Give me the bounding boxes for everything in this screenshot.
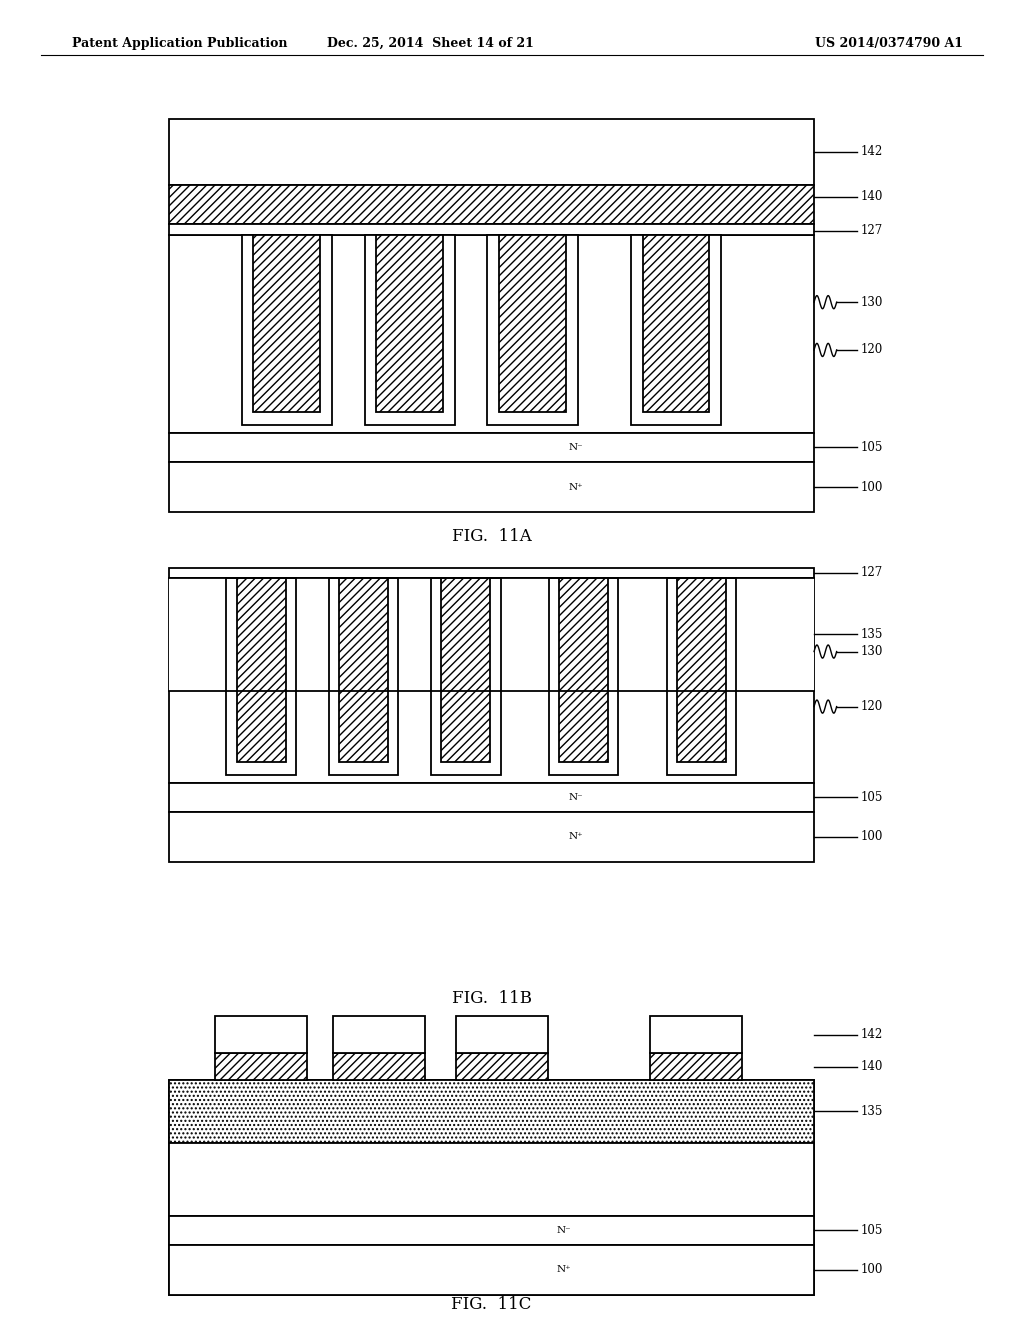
Text: US 2014/0374790 A1: US 2014/0374790 A1 [814, 37, 963, 50]
Bar [333, 1016, 425, 1053]
Bar [242, 235, 332, 425]
Bar [441, 578, 490, 762]
Bar [169, 1080, 814, 1295]
Bar [169, 235, 814, 433]
Text: 130: 130 [860, 645, 883, 659]
Bar [226, 578, 296, 775]
Text: N⁺: N⁺ [556, 1266, 570, 1274]
Text: 135: 135 [860, 628, 883, 642]
Text: 140: 140 [860, 190, 883, 203]
Text: 120: 120 [860, 700, 883, 713]
Bar [667, 578, 736, 775]
Bar [169, 578, 814, 783]
Text: FIG.  11B: FIG. 11B [452, 990, 531, 1007]
Bar [487, 235, 578, 425]
Text: FIG.  11C: FIG. 11C [452, 1296, 531, 1313]
Bar [559, 578, 608, 762]
Bar [169, 812, 814, 862]
Bar [643, 235, 710, 412]
Text: N⁻: N⁻ [569, 444, 584, 451]
Bar [215, 1053, 307, 1080]
Text: N⁻: N⁻ [569, 793, 584, 801]
Bar [650, 1053, 742, 1080]
Text: 142: 142 [860, 1028, 883, 1041]
Bar [329, 578, 398, 775]
Bar [677, 578, 726, 762]
Bar [169, 1216, 814, 1245]
Bar [431, 578, 501, 775]
Text: 100: 100 [860, 1263, 883, 1276]
Bar [377, 235, 443, 412]
Bar [169, 578, 814, 690]
Text: 135: 135 [860, 1105, 883, 1118]
Bar [500, 235, 565, 412]
Text: N⁺: N⁺ [569, 833, 584, 841]
Text: 100: 100 [860, 480, 883, 494]
Bar [339, 578, 388, 762]
Text: 105: 105 [860, 791, 883, 804]
Text: 120: 120 [860, 343, 883, 356]
Bar [215, 1016, 307, 1053]
Text: 105: 105 [860, 441, 883, 454]
Text: Patent Application Publication: Patent Application Publication [72, 37, 287, 50]
Text: 100: 100 [860, 830, 883, 843]
Bar [333, 1053, 425, 1080]
Bar [169, 1080, 814, 1143]
Text: 140: 140 [860, 1060, 883, 1073]
Bar [254, 235, 319, 412]
Bar [169, 783, 814, 812]
Bar [169, 224, 814, 235]
Text: 130: 130 [860, 296, 883, 309]
Text: 105: 105 [860, 1224, 883, 1237]
Bar [169, 185, 814, 224]
Bar [456, 1053, 548, 1080]
Bar [650, 1016, 742, 1053]
Bar [169, 462, 814, 512]
Bar [169, 568, 814, 578]
Bar [456, 1016, 548, 1053]
Bar [549, 578, 618, 775]
Bar [631, 235, 721, 425]
Text: N⁺: N⁺ [569, 483, 584, 491]
Text: 142: 142 [860, 145, 883, 158]
Bar [169, 119, 814, 185]
Bar [237, 578, 286, 762]
Text: N⁻: N⁻ [556, 1226, 570, 1234]
Bar [169, 1143, 814, 1216]
Text: FIG.  11A: FIG. 11A [452, 528, 531, 545]
Text: Dec. 25, 2014  Sheet 14 of 21: Dec. 25, 2014 Sheet 14 of 21 [327, 37, 534, 50]
Bar [365, 235, 455, 425]
Bar [169, 433, 814, 462]
Text: 127: 127 [860, 566, 883, 579]
Bar [169, 1245, 814, 1295]
Text: 127: 127 [860, 224, 883, 238]
